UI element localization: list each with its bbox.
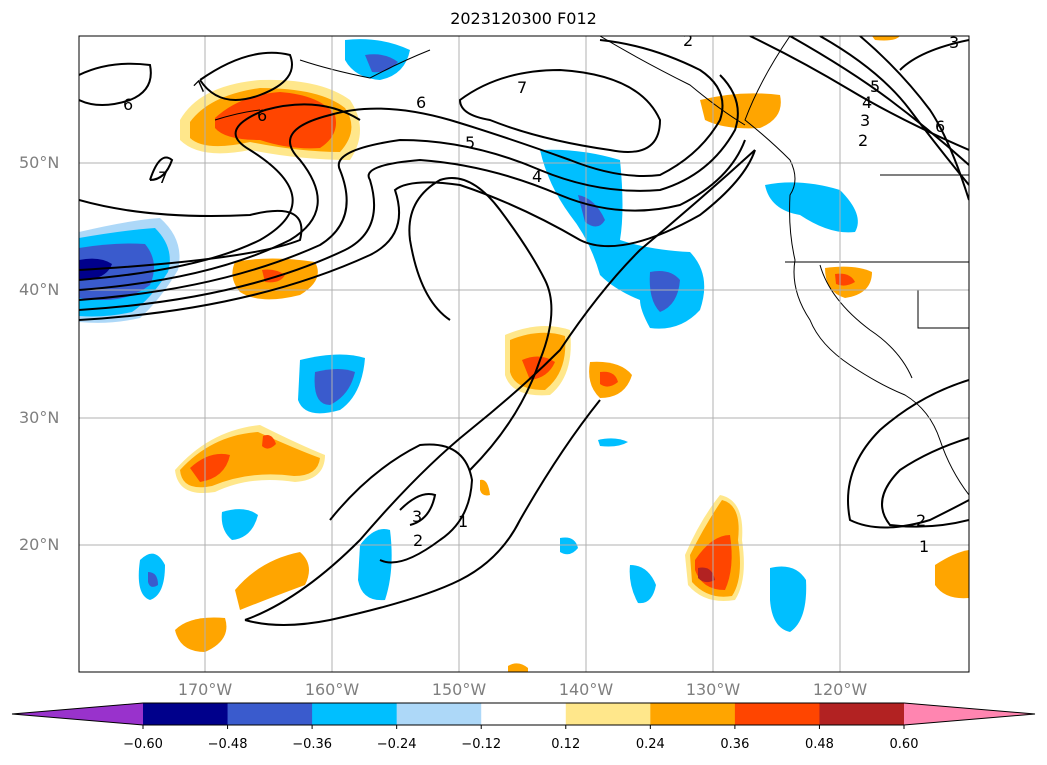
lon-label-120w: 120°W [812,680,868,699]
colorbar-tick-label: −0.36 [292,737,333,752]
lat-label-50n: 50°N [19,153,60,172]
contour-label: 2 [858,131,868,150]
contour-label: 3 [412,507,422,526]
map-frame [78,35,970,673]
contour-lines [79,36,969,626]
contour-label: 5 [870,77,880,96]
colorbar-tick-label: 0.24 [635,737,665,752]
positive-anomaly-region [700,93,781,129]
contour-label: 1 [458,512,468,531]
negative-anomaly-region [148,572,158,587]
colorbar-tick-label: −0.12 [461,737,502,752]
lon-label-170w: 170°W [177,680,233,699]
colorbar-tick-label: 0.36 [720,737,750,752]
colorbar-tick-label: −0.60 [123,737,163,752]
negative-anomaly-region [79,243,154,300]
contour-label: 6 [257,106,267,125]
colorbar-tick-label: 0.12 [551,737,581,752]
contour-label: 7 [158,168,168,187]
positive-anomaly-region [480,479,490,496]
positive-anomaly-region [508,663,528,672]
positive-anomaly-region [600,371,618,387]
negative-anomaly-region [598,438,628,447]
contour-label: 3 [949,33,959,52]
colorbar-tick-label: 0.48 [804,737,834,752]
lon-label-150w: 150°W [431,680,487,699]
contour-label: 6 [935,117,945,136]
contour-label: 1 [919,537,929,556]
coastlines [214,36,969,496]
lon-label-160w: 160°W [304,680,360,699]
contour-labels: 6 7 6 7 6 5 4 7 2 5 4 3 2 6 3 3 2 1 2 1 [123,31,959,556]
positive-anomaly-region [235,552,309,610]
contour-label: 6 [416,93,426,112]
negative-anomaly-region [314,369,355,405]
colorbar-tick-label: 0.60 [889,737,919,752]
positive-anomaly-region [215,92,336,149]
negative-anomaly-region [649,271,680,312]
map-plot-area: 6 7 6 7 6 5 4 7 2 5 4 3 2 6 3 3 2 1 2 1 [79,31,969,672]
map-title: 2023120300 F012 [450,9,597,28]
positive-anomaly-region [175,617,227,652]
negative-anomaly-region [560,537,578,555]
contour-label: 2 [916,511,926,530]
contour-label: 4 [532,167,542,186]
contour-label: 2 [683,31,693,50]
positive-anomaly-region [872,36,900,41]
lat-label-40n: 40°N [19,280,60,299]
negative-anomaly-region [540,149,705,329]
negative-anomaly-region [358,529,392,601]
contour-label: 3 [860,111,870,130]
positive-anomaly-region [190,453,230,482]
lat-label-20n: 20°N [19,535,60,554]
negative-anomaly-region [770,566,807,632]
negative-anomaly-region [629,565,656,604]
positive-anomaly-region [935,550,969,599]
positive-anomaly-region [262,435,276,449]
lon-label-130w: 130°W [685,680,741,699]
contour-label: 5 [465,133,475,152]
negative-anomaly-region [765,182,858,233]
negative-anomaly-region [221,509,258,540]
colorbar-tick-label: −0.24 [376,737,417,752]
contour-label: 2 [413,531,423,550]
positive-anomaly-region [698,567,715,583]
contour-label: 6 [123,95,133,114]
lon-label-140w: 140°W [558,680,614,699]
colorbar-tick-label: −0.48 [207,737,248,752]
contour-label: 7 [517,78,527,97]
lat-label-30n: 30°N [19,408,60,427]
filled-contours [79,36,969,672]
contour-label: 4 [862,93,872,112]
